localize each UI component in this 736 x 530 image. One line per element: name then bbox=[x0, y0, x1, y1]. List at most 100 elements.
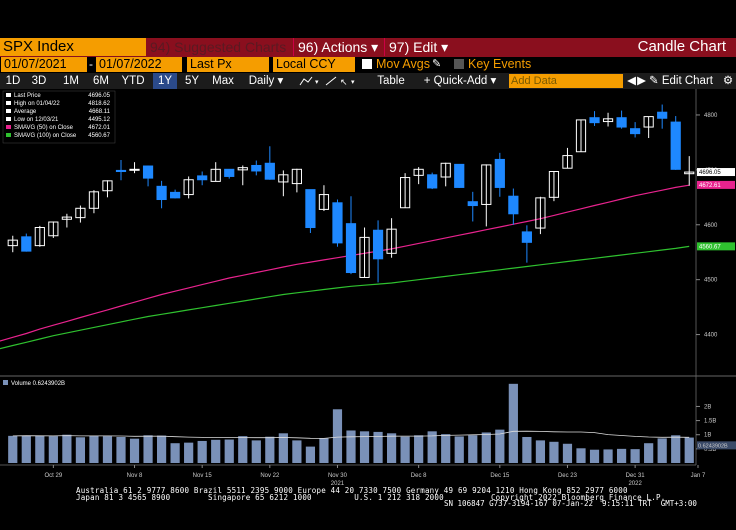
volume-bar bbox=[224, 439, 234, 463]
volume-bar bbox=[75, 437, 86, 463]
period-1d[interactable]: 1D bbox=[5, 75, 21, 87]
price-field-select[interactable]: Last Px bbox=[187, 57, 269, 72]
date-label: Dec 8 bbox=[411, 473, 427, 479]
candle-body bbox=[251, 164, 262, 172]
volume-bar bbox=[414, 435, 424, 463]
volume-bar bbox=[508, 383, 518, 463]
main-toolbar bbox=[0, 38, 736, 57]
candle-body bbox=[643, 116, 654, 128]
date-label: Nov 8 bbox=[127, 473, 143, 479]
edit-menu[interactable]: 97) Edit ▾ bbox=[384, 38, 452, 56]
key-events-label: Key Events bbox=[468, 57, 532, 71]
volume-bar bbox=[292, 440, 302, 463]
settings-gear-icon[interactable]: ⚙ bbox=[722, 75, 734, 87]
period-ytd[interactable]: YTD bbox=[121, 75, 145, 87]
candle-body bbox=[467, 201, 478, 207]
actions-menu[interactable]: 96) Actions ▾ bbox=[293, 38, 381, 56]
candle-body bbox=[400, 177, 411, 209]
volume-bar bbox=[616, 448, 627, 463]
edit-chart-button[interactable]: ✎ Edit Chart bbox=[649, 75, 713, 87]
period-5y[interactable]: 5Y bbox=[184, 75, 200, 87]
candle-body bbox=[345, 223, 357, 274]
start-date-field[interactable]: 01/07/2021 bbox=[1, 57, 87, 72]
volume-bar bbox=[346, 430, 356, 463]
volume-tag: 0.6243902B bbox=[698, 443, 728, 449]
currency-select[interactable]: Local CCY bbox=[273, 57, 355, 72]
legend-swatch bbox=[6, 125, 11, 129]
key-events-checkbox[interactable] bbox=[454, 59, 464, 69]
legend-label: High on 01/04/22 bbox=[14, 101, 60, 107]
volume-bar bbox=[35, 435, 45, 463]
volume-bar bbox=[386, 433, 397, 463]
date-label: Jan 7 bbox=[691, 473, 706, 479]
period-3d[interactable]: 3D bbox=[31, 75, 47, 87]
quick-add-button[interactable]: + Quick-Add ▾ bbox=[423, 75, 497, 87]
arrow-right-icon[interactable]: ▶ bbox=[637, 75, 646, 87]
period-max[interactable]: Max bbox=[212, 75, 234, 87]
year-label: 2022 bbox=[628, 481, 642, 487]
footer-line-1: Australia 61 2 9777 8600 Brazil 5511 239… bbox=[76, 486, 628, 495]
volume-bar bbox=[211, 439, 221, 463]
volume-tick-label: 1.5B bbox=[704, 419, 716, 425]
candle-body bbox=[630, 128, 641, 135]
volume-bar bbox=[644, 443, 654, 463]
candle-body bbox=[589, 117, 600, 124]
table-button[interactable]: Table bbox=[377, 75, 405, 87]
candle-chart[interactable]: Volume 0.6243902B 4800470046004500440046… bbox=[0, 89, 736, 487]
end-date-field[interactable]: 01/07/2022 bbox=[96, 57, 182, 72]
volume-bar bbox=[373, 431, 383, 463]
volume-bar bbox=[576, 448, 586, 463]
mov-avgs-checkbox[interactable] bbox=[362, 59, 372, 69]
date-label: Oct 29 bbox=[45, 473, 63, 479]
legend-value: 4495.12 bbox=[88, 117, 110, 123]
period-1m[interactable]: 1M bbox=[63, 75, 79, 87]
candle-body bbox=[359, 236, 370, 278]
mov-avgs-label: Mov Avgs bbox=[376, 57, 430, 71]
pencil-icon[interactable]: ✎ bbox=[432, 58, 442, 70]
candle-body bbox=[142, 165, 154, 179]
volume-tick-label: 1B bbox=[704, 433, 711, 439]
sma100-layer bbox=[0, 245, 690, 350]
volume-bar bbox=[549, 441, 559, 463]
period-6m[interactable]: 6M bbox=[93, 75, 109, 87]
candle-body bbox=[156, 185, 167, 201]
volume-tick-label: 0.5B bbox=[704, 447, 716, 453]
volume-bar bbox=[62, 434, 72, 463]
add-data-input[interactable]: Add Data bbox=[509, 74, 623, 88]
volume-bar bbox=[319, 438, 329, 463]
axes-layer: 480047004600450044004696.054672.614560.6… bbox=[0, 89, 736, 487]
period-1y[interactable]: 1Y bbox=[153, 73, 177, 89]
sma50-tag-bg bbox=[697, 180, 735, 189]
legend-swatch bbox=[6, 133, 11, 137]
volume-average-line bbox=[12, 430, 690, 439]
volume-bar bbox=[156, 435, 167, 463]
security-field[interactable]: SPX Index bbox=[0, 38, 146, 56]
frequency-select[interactable]: Daily ▾ bbox=[248, 75, 284, 87]
candle-body bbox=[616, 117, 627, 128]
last-price-tag-bg bbox=[697, 168, 735, 177]
volume-bar bbox=[589, 449, 600, 463]
cursor-tool-icon: ↖ bbox=[340, 77, 348, 87]
volume-bar bbox=[143, 435, 153, 463]
candle-body bbox=[291, 168, 302, 185]
legend-label: Last Price bbox=[14, 93, 41, 99]
candle-body bbox=[332, 202, 343, 244]
volume-bar bbox=[305, 446, 316, 463]
sma100-tag: 4560.67 bbox=[699, 245, 721, 251]
volume-bar bbox=[684, 437, 694, 463]
volume-bar bbox=[102, 436, 113, 463]
volume-layer: Volume 0.6243902B bbox=[3, 380, 694, 463]
candle-body bbox=[454, 163, 465, 188]
last-price-tag: 4696.05 bbox=[699, 170, 721, 176]
candle-body bbox=[75, 207, 86, 219]
volume-bar bbox=[238, 436, 248, 463]
arrow-left-icon[interactable]: ◀ bbox=[627, 75, 636, 87]
candle-body bbox=[305, 189, 316, 229]
candle-body bbox=[684, 171, 695, 175]
suggested-charts-button[interactable]: 94) Suggested Charts bbox=[150, 39, 287, 55]
drawing-tools[interactable]: ▾ ↖ ▾ bbox=[296, 75, 366, 87]
candle-body bbox=[372, 229, 384, 260]
date-label: Dec 15 bbox=[490, 473, 510, 479]
candle-body bbox=[440, 162, 451, 178]
volume-bar bbox=[197, 440, 207, 463]
